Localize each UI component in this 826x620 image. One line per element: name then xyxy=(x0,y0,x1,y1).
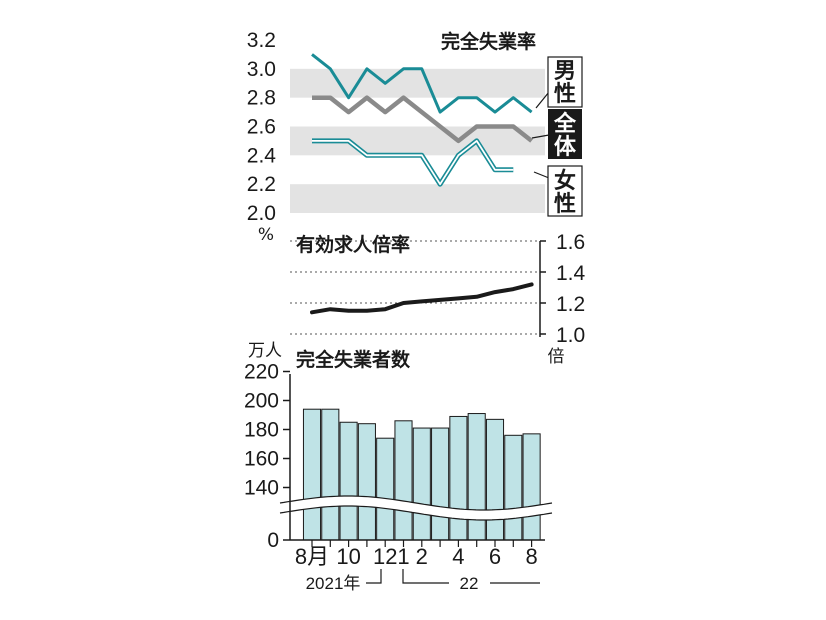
x-tick-label-6: 6 xyxy=(489,544,501,569)
job-ratio-line xyxy=(310,282,534,315)
bar-9 xyxy=(467,413,486,541)
bar-12 xyxy=(522,433,541,541)
male-line xyxy=(311,53,533,114)
total-label-char-1: 全 xyxy=(553,111,577,137)
bar-2 xyxy=(339,421,358,541)
unemployed-persons-panel: 万人 完全失業者数 220 200 180 160 140 0 xyxy=(244,341,553,552)
female-label-char-2: 性 xyxy=(554,192,576,217)
bar-8 xyxy=(449,415,468,541)
rate-y-tick-2: 2.8 xyxy=(247,87,276,110)
persons-y-tick-3: 160 xyxy=(244,448,279,471)
total-label-group: 全 体 xyxy=(531,109,582,160)
persons-y-tick-0: 220 xyxy=(244,361,279,384)
rate-y-tick-6: 2.0 xyxy=(247,202,276,225)
bar-3 xyxy=(357,423,376,541)
grid-band-2 xyxy=(290,68,545,98)
ratio-y-tick-1: 1.4 xyxy=(556,262,586,285)
unemployment-rate-panel: 3.2 3.0 2.8 2.6 2.4 2.2 2.0 完全失業率 % 男 性 全 体 女 … xyxy=(247,29,583,245)
year-label-2021: 2021年 xyxy=(306,574,361,593)
persons-unit-label: 万人 xyxy=(248,341,282,361)
persons-y-tick-4: 140 xyxy=(244,477,279,500)
axis-break-line-bottom xyxy=(279,505,553,521)
x-tick-label-0: 8月 xyxy=(295,544,329,569)
rate-y-tick-4: 2.4 xyxy=(247,144,277,167)
ratio-unit-label: 倍 xyxy=(548,347,565,367)
total-line xyxy=(312,95,533,144)
bar-1 xyxy=(321,408,340,541)
male-label-char-2: 性 xyxy=(554,82,576,107)
year-label-2022: 22 xyxy=(460,574,479,593)
male-label-char-1: 男 xyxy=(554,59,576,84)
axis-break-line-top xyxy=(279,495,553,511)
x-tick-label-2: 12 xyxy=(373,544,397,569)
x-tick-label-7: 8 xyxy=(525,544,537,569)
bar-10 xyxy=(485,418,505,541)
bar-0 xyxy=(302,408,322,541)
female-line-inner xyxy=(312,139,514,186)
bar-6 xyxy=(412,427,431,541)
rate-y-tick-1: 3.0 xyxy=(247,58,276,81)
bar-4 xyxy=(376,437,395,541)
job-openings-ratio-title: 有効求人倍率 xyxy=(296,233,410,256)
persons-y-tick-2: 180 xyxy=(244,419,279,442)
job-openings-ratio-panel: 1.6 1.4 1.2 1.0 有効求人倍率 倍 xyxy=(290,231,586,367)
rate-y-tick-5: 2.2 xyxy=(247,173,276,196)
bar-11 xyxy=(504,434,523,541)
axis-break-band xyxy=(280,496,552,520)
x-tick-label-4: 2 xyxy=(416,544,428,569)
male-label-group: 男 性 xyxy=(535,56,583,109)
x-axis: 8月 10 12 1 2 4 6 8 xyxy=(295,540,538,569)
bar-5 xyxy=(394,420,413,541)
ratio-y-tick-2: 1.2 xyxy=(556,293,585,316)
x-tick-label-5: 4 xyxy=(452,544,464,569)
female-label-char-1: 女 xyxy=(554,168,576,194)
unemployed-persons-title: 完全失業者数 xyxy=(296,348,411,371)
persons-y-tick-5: 0 xyxy=(267,529,279,552)
x-tick-label-1: 10 xyxy=(336,544,360,569)
rate-y-tick-0: 3.2 xyxy=(247,29,276,52)
ratio-y-tick-3: 1.0 xyxy=(556,324,585,347)
female-label-group: 女 性 xyxy=(533,165,583,217)
percent-unit-label: % xyxy=(258,225,274,245)
ratio-y-tick-0: 1.6 xyxy=(556,231,585,254)
persons-y-tick-1: 200 xyxy=(244,390,279,413)
grid-band-0 xyxy=(290,184,545,213)
unemployment-rate-title: 完全失業率 xyxy=(441,30,536,53)
total-label-char-2: 体 xyxy=(554,135,577,160)
bar-7 xyxy=(431,427,450,541)
rate-y-tick-3: 2.6 xyxy=(247,116,276,139)
year-brackets: 2021年 22 xyxy=(306,569,540,593)
x-tick-label-3: 1 xyxy=(397,544,409,569)
